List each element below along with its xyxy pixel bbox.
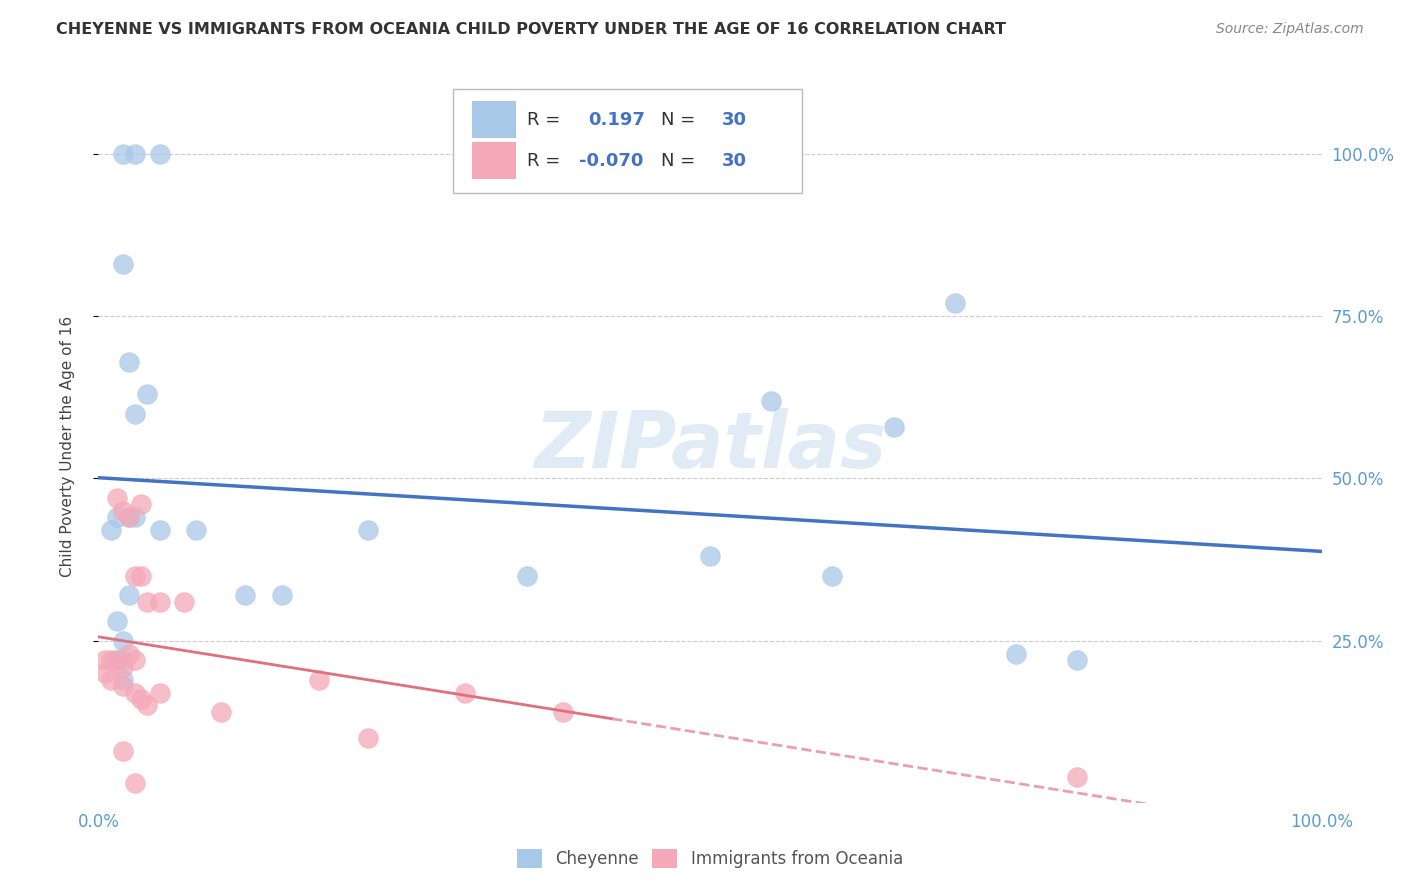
Point — [111, 653, 134, 667]
Point — [124, 510, 146, 524]
Point — [111, 147, 134, 161]
Point — [454, 685, 477, 699]
Point — [270, 588, 294, 602]
Point — [149, 595, 172, 609]
Point — [111, 744, 134, 758]
Text: ZIPatlas: ZIPatlas — [534, 408, 886, 484]
Point — [883, 419, 905, 434]
Text: R =: R = — [526, 152, 565, 169]
Point — [111, 633, 134, 648]
Point — [186, 524, 208, 538]
Point — [149, 524, 172, 538]
Point — [515, 568, 537, 582]
Text: R =: R = — [526, 111, 565, 128]
Point — [111, 504, 134, 518]
Point — [111, 257, 134, 271]
Point — [209, 705, 232, 719]
Point — [105, 614, 128, 628]
Point — [105, 653, 128, 667]
Point — [118, 647, 141, 661]
Point — [93, 666, 115, 681]
Point — [1004, 647, 1026, 661]
Point — [124, 776, 146, 790]
Point — [105, 653, 128, 667]
Point — [124, 568, 146, 582]
Point — [761, 393, 783, 408]
Point — [356, 524, 378, 538]
Y-axis label: Child Poverty Under the Age of 16: Child Poverty Under the Age of 16 — [60, 316, 75, 576]
Point — [118, 510, 141, 524]
FancyBboxPatch shape — [471, 102, 516, 138]
Point — [118, 588, 141, 602]
Point — [111, 673, 134, 687]
Point — [553, 705, 575, 719]
Point — [100, 653, 122, 667]
Point — [100, 673, 122, 687]
Point — [821, 568, 844, 582]
Text: -0.070: -0.070 — [579, 152, 644, 169]
Point — [136, 387, 159, 401]
Point — [118, 354, 141, 368]
FancyBboxPatch shape — [471, 142, 516, 179]
Text: N =: N = — [661, 111, 702, 128]
Point — [124, 147, 146, 161]
Text: 30: 30 — [723, 152, 747, 169]
Point — [173, 595, 195, 609]
Point — [233, 588, 256, 602]
Point — [136, 595, 159, 609]
Text: CHEYENNE VS IMMIGRANTS FROM OCEANIA CHILD POVERTY UNDER THE AGE OF 16 CORRELATIO: CHEYENNE VS IMMIGRANTS FROM OCEANIA CHIL… — [56, 22, 1007, 37]
Point — [100, 524, 122, 538]
Point — [129, 497, 152, 511]
Text: N =: N = — [661, 152, 702, 169]
Text: Source: ZipAtlas.com: Source: ZipAtlas.com — [1216, 22, 1364, 37]
Point — [136, 698, 159, 713]
Point — [111, 679, 134, 693]
Point — [93, 653, 115, 667]
Point — [105, 491, 128, 505]
Point — [308, 673, 330, 687]
Point — [129, 568, 152, 582]
Point — [111, 659, 134, 673]
Point — [356, 731, 378, 745]
Legend: Cheyenne, Immigrants from Oceania: Cheyenne, Immigrants from Oceania — [509, 840, 911, 877]
Point — [124, 653, 146, 667]
Point — [699, 549, 721, 564]
Point — [149, 147, 172, 161]
Text: 30: 30 — [723, 111, 747, 128]
Point — [118, 510, 141, 524]
Point — [1066, 653, 1088, 667]
Point — [124, 685, 146, 699]
Point — [129, 692, 152, 706]
Point — [105, 510, 128, 524]
Point — [149, 685, 172, 699]
Point — [1066, 770, 1088, 784]
Point — [124, 407, 146, 421]
Text: 0.197: 0.197 — [588, 111, 644, 128]
FancyBboxPatch shape — [453, 89, 801, 193]
Point — [943, 296, 966, 310]
